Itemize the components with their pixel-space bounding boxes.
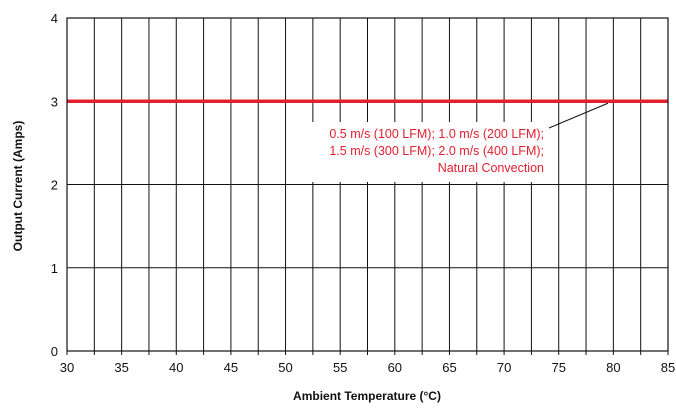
x-tick-label: 70	[497, 360, 511, 375]
y-axis-title: Output Current (Amps)	[11, 121, 25, 252]
x-tick-label: 60	[388, 360, 402, 375]
x-tick-label: 45	[224, 360, 238, 375]
y-tick-label: 4	[51, 11, 58, 26]
annotation: 0.5 m/s (100 LFM); 1.0 m/s (200 LFM); 1.5…	[300, 102, 609, 182]
x-tick-label: 75	[551, 360, 565, 375]
x-tick-label: 85	[661, 360, 675, 375]
annotation-leader-line	[548, 102, 609, 129]
grid-lines	[66, 17, 669, 352]
x-tick-label: 35	[114, 360, 128, 375]
x-axis-title: Ambient Temperature (°C)	[293, 389, 441, 403]
x-tick-label: 80	[606, 360, 620, 375]
y-tick-label: 1	[51, 261, 58, 276]
x-tick-label: 65	[442, 360, 456, 375]
x-tick-label: 30	[60, 360, 74, 375]
x-tick-label: 55	[333, 360, 347, 375]
y-tick-label: 0	[51, 344, 58, 359]
annotation-text-line: 1.5 m/s (300 LFM); 2.0 m/s (400 LFM);	[329, 144, 544, 158]
y-tick-label: 2	[51, 178, 58, 193]
annotation-box	[300, 122, 550, 182]
annotation-text-line: 0.5 m/s (100 LFM); 1.0 m/s (200 LFM);	[329, 127, 544, 141]
x-tick-label: 50	[278, 360, 292, 375]
annotation-text-line: Natural Convection	[438, 161, 544, 175]
x-tick-label: 40	[169, 360, 183, 375]
y-tick-label: 3	[51, 94, 58, 109]
axes: 30 35 40 45 50 55 60 65 70 75 80 85 0 1 2 3 4	[51, 11, 675, 375]
